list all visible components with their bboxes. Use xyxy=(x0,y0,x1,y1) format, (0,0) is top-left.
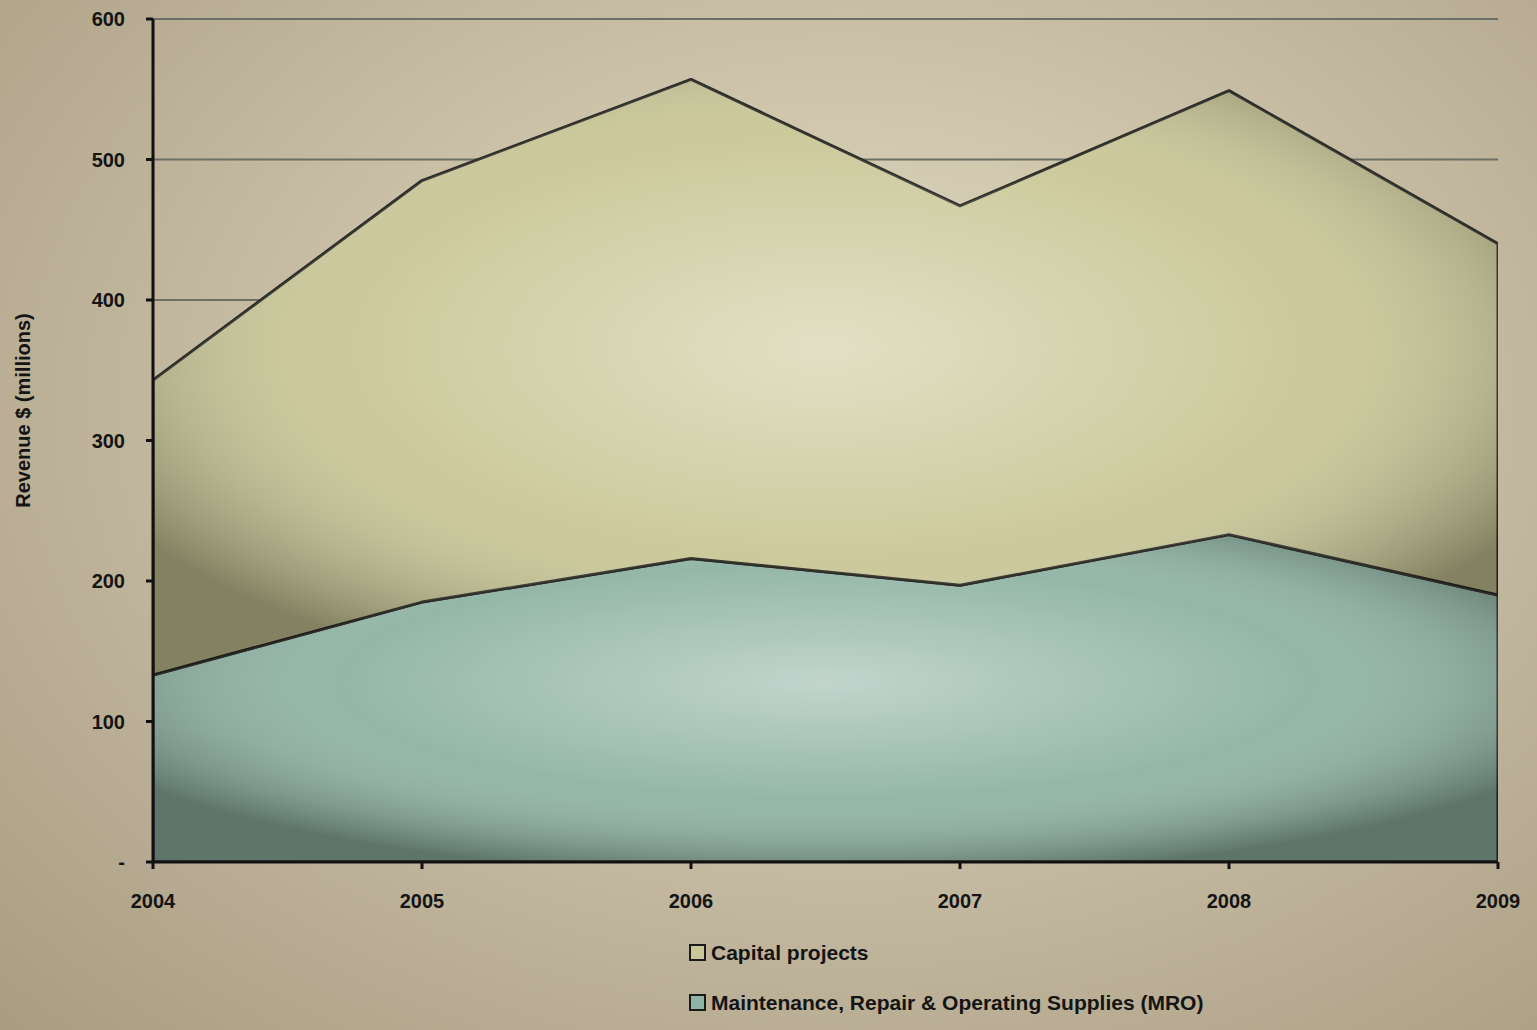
grid-line xyxy=(153,861,1498,863)
x-tick-label: 2005 xyxy=(400,890,445,912)
area xyxy=(153,79,1498,675)
x-tick xyxy=(690,862,693,869)
y-tick xyxy=(146,158,153,161)
y-tick-label: 500 xyxy=(92,149,125,171)
x-tick xyxy=(959,862,962,869)
y-axis-title: Revenue $ (millions) xyxy=(12,313,34,508)
areas xyxy=(153,79,1498,862)
y-tick-label: 200 xyxy=(92,570,125,592)
y-tick-label: 400 xyxy=(92,289,125,311)
x-tick xyxy=(1228,862,1231,869)
y-tick xyxy=(146,299,153,302)
x-axis xyxy=(153,861,1498,864)
y-tick xyxy=(146,720,153,723)
legend-swatch xyxy=(690,945,705,960)
x-tick-label: 2007 xyxy=(938,890,983,912)
x-tick-label: 2004 xyxy=(131,890,176,912)
legend-swatch xyxy=(690,995,705,1010)
y-tick-label: 600 xyxy=(92,8,125,30)
legend-label: Capital projects xyxy=(711,941,869,964)
y-tick-label: - xyxy=(118,851,125,873)
grid-line xyxy=(153,18,1498,20)
x-tick-label: 2009 xyxy=(1476,890,1521,912)
x-tick xyxy=(421,862,424,869)
y-tick xyxy=(146,580,153,583)
y-tick xyxy=(146,439,153,442)
y-tick-label: 100 xyxy=(92,711,125,733)
legend-label: Maintenance, Repair & Operating Supplies… xyxy=(711,991,1203,1014)
x-tick xyxy=(1497,862,1500,869)
x-tick-label: 2006 xyxy=(669,890,714,912)
y-tick xyxy=(146,18,153,21)
x-tick xyxy=(152,862,155,869)
chart: - 100 200 300 400 500 600 2004 2005 2006 2007 2008 2… xyxy=(0,0,1537,1030)
area-shading xyxy=(153,79,1498,675)
y-tick-label: 300 xyxy=(92,430,125,452)
x-tick-label: 2008 xyxy=(1207,890,1252,912)
